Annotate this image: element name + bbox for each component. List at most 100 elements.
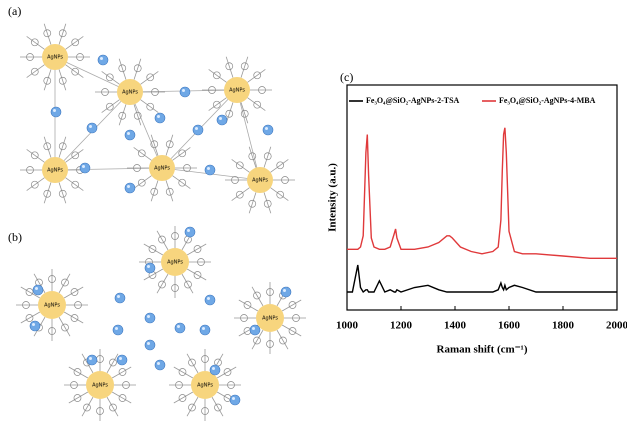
particle-label: AgNPs (92, 383, 108, 389)
plot-frame (346, 84, 618, 311)
ligand (58, 23, 67, 45)
ligand (263, 192, 272, 214)
ring (58, 142, 67, 151)
silica-sphere (216, 114, 228, 126)
silver-nanoparticle (117, 79, 143, 105)
ligand (65, 149, 84, 163)
ring (171, 232, 179, 240)
ligand (251, 286, 264, 307)
ring (201, 355, 209, 363)
ring (288, 301, 297, 309)
ring (197, 258, 205, 266)
ligand (58, 182, 67, 204)
ring (22, 301, 30, 309)
silica-sphere (112, 324, 124, 336)
ring (178, 149, 187, 158)
silica-sphere (204, 294, 216, 306)
silica-sphere (154, 112, 166, 124)
ring (73, 394, 82, 402)
ring (253, 100, 262, 109)
ring (137, 149, 146, 158)
ligand (238, 299, 259, 312)
ligand (43, 69, 52, 91)
silica-sphere (86, 122, 98, 134)
silica-sphere (79, 162, 91, 174)
ligand (247, 97, 266, 111)
ring (43, 189, 52, 198)
ligand (281, 299, 302, 312)
sphere-highlight (89, 125, 92, 128)
ligand (63, 311, 84, 324)
ligand (231, 159, 250, 173)
silica-sphere (229, 394, 241, 406)
ligand (43, 136, 52, 158)
ligand (248, 146, 257, 168)
ring (71, 180, 80, 189)
ring (137, 178, 146, 187)
ligand (165, 180, 174, 202)
ligand (263, 146, 272, 168)
sphere-highlight (147, 315, 150, 318)
ring (165, 140, 174, 149)
ligand (150, 180, 159, 202)
ring (151, 88, 159, 96)
ring (118, 394, 127, 402)
ring (193, 245, 202, 253)
ligand (225, 56, 234, 78)
ring (61, 278, 69, 287)
sphere-highlight (283, 289, 286, 292)
ligand (65, 36, 84, 50)
sphere-highlight (187, 229, 190, 232)
ring (30, 67, 39, 76)
ring (212, 71, 221, 80)
ring (73, 368, 82, 376)
ligand (111, 391, 132, 404)
ligand (173, 391, 194, 404)
ligand (26, 36, 45, 50)
ligand (240, 56, 249, 78)
ring (208, 86, 216, 94)
ring (288, 327, 297, 335)
ring (231, 176, 239, 184)
silica-sphere (204, 164, 216, 176)
sphere-highlight (119, 357, 122, 360)
ligand (172, 175, 191, 189)
ring (146, 102, 155, 111)
ring (253, 71, 262, 80)
sphere-highlight (219, 117, 222, 120)
ring (71, 67, 80, 76)
ligand (281, 324, 302, 337)
ligand (173, 366, 194, 379)
ring (118, 64, 127, 73)
ring (133, 164, 141, 172)
ring (184, 280, 192, 289)
spectrum-line (347, 127, 617, 259)
ring (148, 245, 157, 253)
ligand (81, 396, 94, 417)
sphere-highlight (147, 265, 150, 268)
ligand (26, 149, 45, 163)
silica-sphere (97, 54, 109, 66)
particle-label: AgNPs (44, 303, 60, 309)
ligand (43, 182, 52, 204)
ligand (101, 99, 120, 113)
ring (178, 178, 187, 187)
x-tick-label: 1800 (552, 320, 575, 332)
silica-sphere (179, 86, 191, 98)
ligand (270, 159, 289, 173)
ligand (156, 230, 169, 251)
ligand (101, 71, 120, 85)
silver-nanoparticle (161, 248, 189, 276)
ligand (172, 147, 191, 161)
ligand (111, 366, 132, 379)
silver-nanoparticle (42, 44, 68, 70)
sphere-highlight (202, 327, 205, 330)
ring (212, 100, 221, 109)
ligand (143, 268, 164, 281)
ligand (20, 286, 41, 299)
sphere-highlight (157, 362, 160, 365)
ring (48, 275, 56, 283)
ring (188, 358, 196, 367)
silica-sphere (144, 339, 156, 351)
ring (193, 271, 202, 279)
